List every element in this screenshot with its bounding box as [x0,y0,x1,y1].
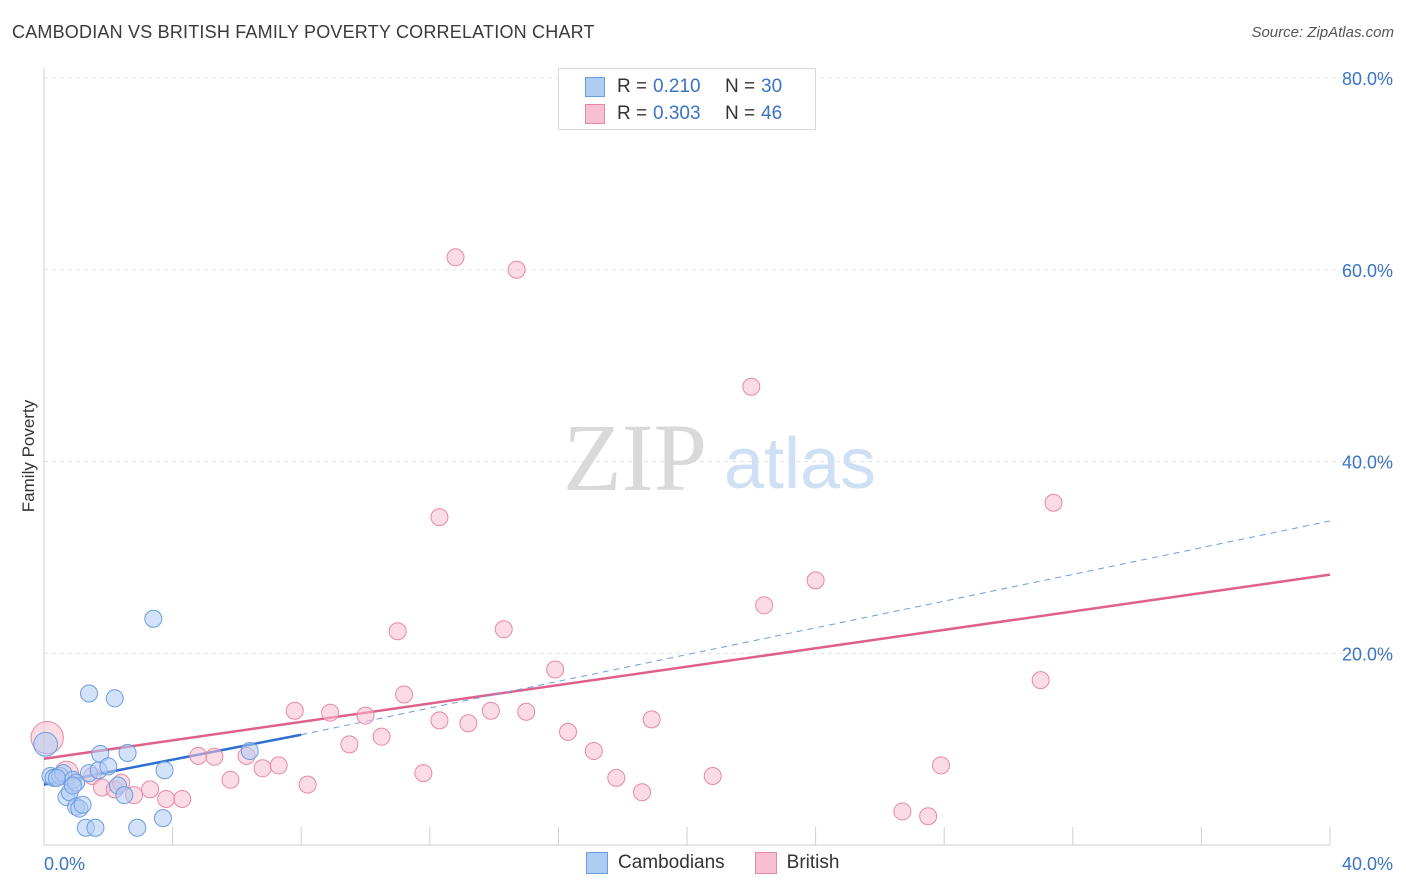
watermark-zip: ZIP [563,404,707,511]
british-point [173,789,192,808]
british-point [430,508,449,527]
british-point [632,783,651,802]
stats-legend-row-cambodians: R = 0.210 N = 30 [585,75,782,99]
british-point [507,260,526,279]
british-point [388,622,407,641]
british-point [430,711,449,730]
british-point [269,756,288,775]
british-point [157,789,176,808]
r-label: R = [617,103,648,124]
british-point [446,248,465,267]
legend-item-cambodians: Cambodians [586,852,725,874]
british-point [703,766,722,785]
british-point [517,702,536,721]
cambodians-point [144,609,163,628]
n-label: N = [725,103,756,124]
british-point [893,802,912,821]
british-point [395,685,414,704]
british-point [559,722,578,741]
y-axis-title: Family Poverty [19,399,38,512]
series-legend: Cambodians British [586,852,869,874]
cambodians-point [99,757,118,776]
british-swatch [585,104,605,124]
chart-title: CAMBODIAN VS BRITISH FAMILY POVERTY CORR… [12,22,595,42]
y-tick-label: 20.0% [1342,644,1393,664]
cambodians-point [240,742,259,761]
x-tick-label: 40.0% [1342,854,1393,874]
cambodians-point [115,786,134,805]
n-label: N = [725,76,756,97]
cambodians-point [153,809,172,828]
british-point [205,747,224,766]
british-point [494,620,513,639]
cambodians-point [86,818,105,837]
legend-label-british: British [786,852,840,873]
british-legend-swatch [754,852,777,874]
british-point [459,714,478,733]
r-value: 0.303 [653,103,701,124]
y-tick-label: 80.0% [1342,69,1393,89]
british-point [546,660,565,679]
cambodians-legend-swatch [586,852,608,874]
cambodians-point [155,761,174,780]
british-point [1044,493,1063,512]
axes [43,68,1331,846]
cambodians-trend-extension [301,520,1331,736]
british-point [356,706,375,725]
y-tick-label: 60.0% [1342,261,1393,281]
british-point [742,377,761,396]
british-point [755,596,774,615]
y-axis-title-group: Family Poverty [19,399,38,512]
n-value: 46 [761,103,783,124]
british-point [1031,671,1050,690]
legend-item-british: British [754,852,840,874]
cambodians-point [105,689,124,708]
x-tick-label: 0.0% [44,854,85,874]
cambodians-point [73,795,92,814]
british-point [285,701,304,720]
british-point [189,746,208,765]
grid-lines [44,77,1394,654]
british-point [221,770,240,789]
data-points [30,248,1063,837]
british-trend-line [43,573,1331,760]
british-point [141,780,160,799]
stats-legend: R = 0.210 N = 30 R = 0.303 N = 46 [558,68,816,130]
cambodians-swatch [585,77,605,97]
cambodians-point [63,776,82,795]
tick-labels: 20.0% 40.0% 60.0% 80.0% 0.0% 40.0% [44,69,1393,874]
source-label: Source: ZipAtlas.com [1251,24,1394,41]
legend-label-cambodians: Cambodians [618,852,725,873]
cambodians-point [47,768,66,787]
r-label: R = [617,76,648,97]
british-point [931,756,950,775]
stats-legend-row-british: R = 0.303 N = 46 [585,102,782,126]
cambodians-point [80,684,99,703]
british-point [253,759,272,778]
r-value: 0.210 [653,76,701,97]
british-point [372,727,391,746]
n-value: 30 [761,76,783,97]
british-point [298,775,317,794]
y-tick-label: 40.0% [1342,453,1393,473]
british-point [584,742,603,761]
british-point [607,768,626,787]
british-point [321,703,340,722]
watermark: ZIP atlas [563,404,876,511]
cambodians-point [33,731,59,757]
british-point [414,764,433,783]
british-point [481,701,500,720]
watermark-atlas: atlas [724,424,876,504]
cambodians-point [118,743,137,762]
british-point [642,710,661,729]
british-point [806,571,825,590]
cambodians-point [128,818,147,837]
british-point [919,807,938,826]
british-point [340,735,359,754]
